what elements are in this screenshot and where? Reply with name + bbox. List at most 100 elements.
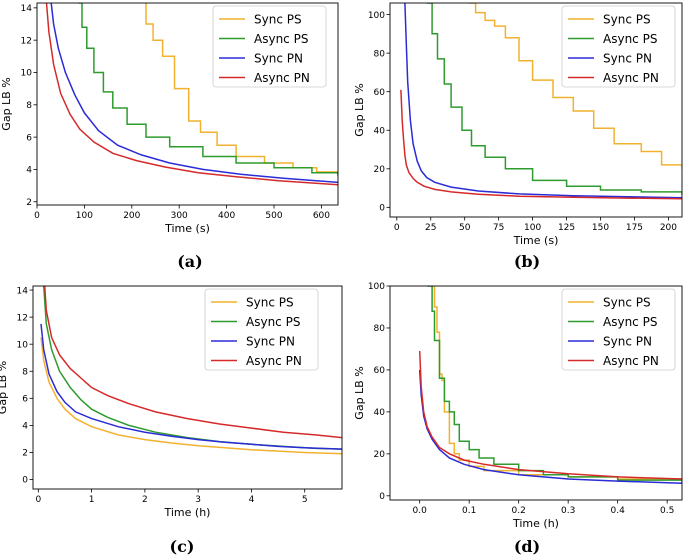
axes-frame <box>36 2 339 206</box>
legend-entry: Sync PS <box>246 295 294 309</box>
y-tick-label: 100 <box>368 282 385 292</box>
legend-entry: Sync PS <box>603 12 651 26</box>
series-line-async-pn <box>400 89 682 200</box>
y-tick-label: 8 <box>22 367 28 377</box>
x-tick-label: 0.2 <box>512 506 526 516</box>
series-line-async-pn <box>418 350 682 480</box>
legend-entry: Sync PN <box>603 334 652 348</box>
y-tick-label: 6 <box>26 133 32 143</box>
legend-entry: Sync PN <box>603 51 652 65</box>
x-tick-label: 50 <box>459 223 471 233</box>
x-tick-label: 3 <box>195 495 201 505</box>
series-line-sync-ps <box>40 337 342 455</box>
x-tick-label: 5 <box>302 495 308 505</box>
y-axis-label: Gap LB % <box>353 83 366 136</box>
x-tick-label: 125 <box>558 223 575 233</box>
y-tick-label: 0 <box>379 204 385 214</box>
y-tick-label: 60 <box>374 366 386 376</box>
y-axis-label: Gap LB % <box>0 77 13 130</box>
legend-entry: Async PN <box>246 354 302 368</box>
series-line-sync-pn <box>40 323 342 450</box>
y-tick-label: 2 <box>22 449 28 459</box>
x-tick-label: 0.4 <box>610 506 625 516</box>
legend-entry: Async PS <box>603 32 657 46</box>
x-tick-label: 2 <box>142 495 148 505</box>
x-tick-label: 175 <box>626 223 643 233</box>
legend-box <box>204 288 319 371</box>
x-tick-label: 4 <box>249 495 255 505</box>
y-tick-label: 14 <box>21 4 33 14</box>
x-tick-label: 25 <box>425 223 436 233</box>
y-tick-label: 10 <box>21 69 33 79</box>
x-tick-label: 75 <box>493 223 504 233</box>
legend-entry: Async PN <box>603 354 659 368</box>
x-axis-label: Time (h) <box>164 506 211 519</box>
legend-entry: Sync PS <box>254 12 302 26</box>
x-tick-label: 1 <box>89 495 95 505</box>
x-tick-label: 0 <box>35 495 41 505</box>
x-tick-label: 100 <box>76 211 93 221</box>
legend-entry: Async PN <box>254 71 310 85</box>
legend-entry: Async PS <box>246 315 300 329</box>
series-line-async-ps <box>78 3 338 176</box>
y-tick-label: 20 <box>374 165 386 175</box>
y-tick-label: 12 <box>21 36 32 46</box>
x-axis-label: Time (s) <box>513 234 559 247</box>
x-tick-label: 0.1 <box>462 506 476 516</box>
legend-entry: Async PS <box>254 32 308 46</box>
series-line-async-ps <box>426 3 682 195</box>
panel-label: (a) <box>177 252 203 271</box>
x-tick-label: 150 <box>592 223 609 233</box>
axes-frame <box>389 285 683 501</box>
y-tick-label: 20 <box>374 450 386 460</box>
y-tick-label: 40 <box>374 408 386 418</box>
series-line-sync-pn <box>418 369 682 484</box>
y-axis-label: Gap LB % <box>0 361 9 414</box>
legend-box <box>561 288 676 371</box>
panel-label: (b) <box>514 252 540 271</box>
y-tick-label: 12 <box>17 313 28 323</box>
y-tick-label: 80 <box>374 324 386 334</box>
y-tick-label: 8 <box>26 101 32 111</box>
x-axis-label: Time (s) <box>164 222 210 235</box>
legend-entry: Sync PN <box>254 51 303 65</box>
series-line-sync-pn <box>50 3 338 184</box>
y-tick-label: 80 <box>374 49 386 59</box>
axes-frame <box>389 2 683 218</box>
series-line-sync-pn <box>404 3 682 199</box>
y-tick-label: 40 <box>374 126 386 136</box>
x-tick-label: 200 <box>123 211 140 221</box>
series-line-async-ps <box>427 286 682 483</box>
y-tick-label: 0 <box>22 476 28 486</box>
series-line-async-pn <box>43 286 342 439</box>
x-tick-label: 200 <box>660 223 677 233</box>
y-tick-label: 4 <box>26 166 32 176</box>
x-tick-label: 300 <box>171 211 188 221</box>
y-tick-label: 0 <box>379 492 385 502</box>
x-tick-label: 600 <box>313 211 330 221</box>
legend-box <box>212 5 327 88</box>
y-tick-label: 10 <box>17 340 29 350</box>
x-tick-label: 0.0 <box>413 506 428 516</box>
series-line-async-pn <box>45 3 338 186</box>
legend-entry: Sync PN <box>246 334 295 348</box>
y-tick-label: 2 <box>26 198 32 208</box>
series-line-sync-ps <box>468 3 682 169</box>
panel-label: (d) <box>514 537 540 556</box>
legend-entry: Async PS <box>603 315 657 329</box>
x-tick-label: 0.3 <box>561 506 575 516</box>
x-tick-label: 0 <box>394 223 400 233</box>
x-tick-label: 500 <box>265 211 282 221</box>
y-tick-label: 60 <box>374 88 386 98</box>
y-tick-label: 100 <box>368 11 385 21</box>
legend-entry: Async PN <box>603 71 659 85</box>
axes-frame <box>32 285 343 490</box>
x-tick-label: 400 <box>218 211 235 221</box>
x-tick-label: 100 <box>524 223 541 233</box>
y-axis-label: Gap LB % <box>353 366 366 419</box>
chart-panel: 0.0 0.1 0.2 0.3 0.4 0.5 0 20 40 60 80 100 Time (h) Ga… <box>353 282 683 556</box>
chart-panel: 0 100 200 300 400 500 600 2 4 6 8 10 12 14 Time (s) Gap… <box>0 2 339 271</box>
panel-label: (c) <box>170 537 195 556</box>
